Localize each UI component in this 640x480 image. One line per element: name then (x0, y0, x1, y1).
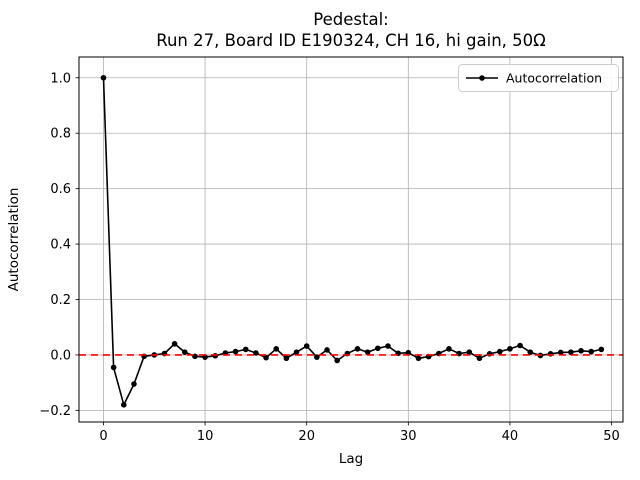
data-point-lag-14 (242, 346, 249, 353)
data-point-lag-38 (486, 351, 493, 357)
data-point-lag-30 (405, 349, 412, 356)
data-point-lag-45 (557, 349, 564, 356)
data-point-lag-23 (334, 357, 340, 364)
data-point-lag-28 (385, 343, 391, 349)
y-tick-label-1: 1.0 (50, 71, 71, 86)
data-point-lag-19 (293, 349, 300, 355)
autocorrelation-line (102, 77, 602, 406)
chart-title-line1: Pedestal: (313, 10, 388, 29)
data-point-lag-31 (415, 355, 422, 362)
tick-layer: 0 10 20 30 40 50 −0.2 0.0 0.2 0.4 0.6 0.8 1.0 (39, 71, 619, 444)
data-series-layer (100, 74, 605, 408)
data-point-lag-22 (324, 347, 330, 353)
data-point-lag-15 (253, 350, 259, 356)
data-point-lag-37 (476, 355, 483, 362)
x-tick-label-0: 0 (99, 429, 107, 444)
data-point-lag-18 (283, 355, 290, 362)
data-point-lag-47 (578, 347, 584, 354)
data-point-lag-42 (527, 349, 534, 355)
y-tick-label-0.8: 0.8 (50, 127, 71, 142)
y-tick-label--0.2: −0.2 (39, 404, 71, 419)
data-point-lag-16 (263, 354, 269, 361)
x-tick-label-20: 20 (298, 429, 315, 444)
legend-entry-label: Autocorrelation (506, 71, 602, 86)
data-point-lag-7 (171, 341, 178, 347)
data-point-lag-21 (314, 354, 320, 360)
y-tick-label-0.6: 0.6 (50, 182, 71, 197)
data-point-lag-34 (446, 346, 452, 352)
data-point-lag-46 (568, 349, 574, 355)
y-tick-label-0.2: 0.2 (50, 293, 71, 308)
data-point-lag-41 (517, 342, 523, 349)
y-axis-label: Autocorrelation (6, 188, 22, 292)
chart-title-line2: Run 27, Board ID E190324, CH 16, hi gain… (156, 31, 546, 50)
data-point-lag-40 (507, 346, 513, 352)
grid-layer (79, 57, 623, 422)
data-point-lag-26 (364, 349, 371, 355)
x-tick-label-30: 30 (400, 429, 417, 444)
data-point-lag-13 (232, 348, 239, 355)
y-tick-label-0: 0.0 (50, 348, 71, 363)
data-point-lag-11 (212, 352, 219, 359)
data-point-lag-8 (181, 349, 188, 355)
axes-frame (78, 56, 624, 423)
data-point-lag-44 (547, 351, 554, 357)
data-point-lag-49 (598, 346, 605, 353)
data-point-lag-1 (110, 364, 117, 371)
data-point-lag-2 (121, 402, 127, 408)
data-point-lag-25 (354, 346, 361, 352)
y-tick-label-0.4: 0.4 (50, 238, 71, 253)
data-point-lag-48 (588, 348, 594, 355)
data-point-lag-3 (131, 381, 137, 387)
x-tick-label-10: 10 (197, 429, 214, 444)
data-point-lag-27 (375, 345, 381, 352)
legend-marker-icon (479, 75, 485, 81)
data-point-lag-39 (496, 348, 503, 355)
data-point-lag-10 (202, 354, 208, 360)
data-point-lag-36 (466, 349, 473, 355)
x-axis-label: Lag (339, 451, 363, 467)
legend: Autocorrelation (458, 64, 619, 92)
data-point-lag-17 (273, 346, 280, 352)
data-point-lag-20 (303, 343, 310, 349)
x-tick-label-40: 40 (502, 429, 519, 444)
legend-box (458, 64, 619, 92)
x-tick-label-50: 50 (603, 429, 620, 444)
data-point-lag-0 (100, 74, 107, 81)
